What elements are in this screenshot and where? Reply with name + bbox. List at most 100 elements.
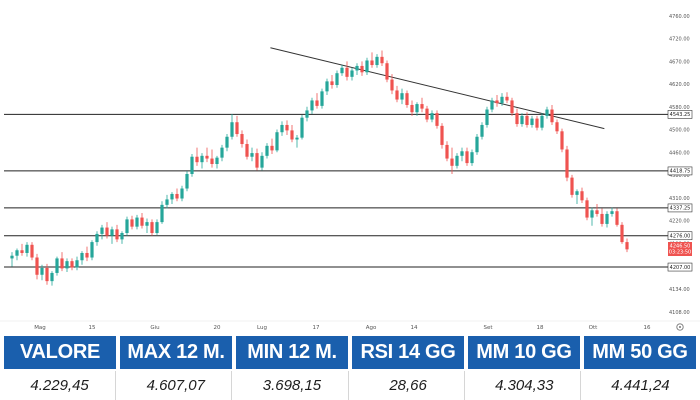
candle xyxy=(475,134,479,155)
candle xyxy=(545,106,549,119)
candle-body xyxy=(300,117,304,138)
x-tick-label: 14 xyxy=(411,325,418,331)
candle xyxy=(240,130,244,148)
candle-body xyxy=(115,229,119,240)
level-badge-label: 4337.25 xyxy=(670,206,691,212)
value-mm-10gg: 4.304,33 xyxy=(468,371,581,400)
candle-body xyxy=(255,153,259,168)
level-badge-label: 4276.00 xyxy=(670,234,691,240)
candle xyxy=(25,242,29,257)
candle xyxy=(35,253,39,280)
candle-body xyxy=(205,155,209,159)
candle-body xyxy=(320,91,324,106)
candle-body xyxy=(40,267,44,275)
candle xyxy=(310,97,314,115)
candle-body xyxy=(60,258,64,269)
candle-body xyxy=(365,60,369,73)
candle xyxy=(205,147,209,163)
candle xyxy=(200,153,204,169)
candle-body xyxy=(270,145,274,151)
candle xyxy=(110,226,114,244)
candle-body xyxy=(595,210,599,214)
candle-body xyxy=(120,233,124,240)
candle-body xyxy=(480,124,484,137)
candle xyxy=(440,123,444,149)
candle xyxy=(515,108,519,127)
candle-body xyxy=(380,56,384,64)
candle xyxy=(60,252,64,272)
candle-body xyxy=(85,252,89,258)
candle xyxy=(535,115,539,131)
candle-body xyxy=(245,144,249,157)
candle-body xyxy=(105,227,109,236)
candle-body xyxy=(385,63,389,80)
candle-body xyxy=(515,113,519,125)
candle-body xyxy=(575,191,579,195)
candle-body xyxy=(455,155,459,166)
candle-body xyxy=(335,73,339,86)
value-mm-50gg: 4.441,24 xyxy=(584,371,697,400)
candle xyxy=(90,240,94,261)
candle-body xyxy=(460,151,464,156)
candle-body xyxy=(25,244,29,253)
candle xyxy=(10,252,14,267)
candle xyxy=(525,112,529,128)
y-tick-label: 4620.00 xyxy=(669,82,690,88)
candle xyxy=(350,67,354,81)
candle-body xyxy=(275,132,279,151)
gear-icon[interactable] xyxy=(676,323,684,331)
candle-body xyxy=(155,222,159,234)
candle xyxy=(50,271,54,286)
candle-body xyxy=(330,81,334,86)
candle xyxy=(160,201,164,224)
candle xyxy=(280,121,284,136)
level-badge-label: 4543.25 xyxy=(670,112,691,118)
candle xyxy=(615,208,619,227)
candle xyxy=(295,134,299,148)
chart-area: 4760.00 4720.00 4670.00 4620.00 4580.00 4500.… xyxy=(0,14,700,331)
level-badge xyxy=(667,203,693,213)
value-max-12m: 4.607,07 xyxy=(120,371,233,400)
candle-body xyxy=(110,229,114,236)
candle-body xyxy=(190,156,194,174)
candle xyxy=(220,144,224,162)
candle xyxy=(365,57,369,76)
candle-body xyxy=(400,93,404,100)
current-price-label: 4246.50 xyxy=(670,244,691,250)
candle xyxy=(340,65,344,76)
candle xyxy=(595,203,599,217)
candle xyxy=(170,192,174,204)
candle-body xyxy=(415,104,419,113)
candle xyxy=(255,148,259,171)
y-tick-label: 4580.00 xyxy=(669,105,690,111)
x-tick-label: Mag xyxy=(34,325,46,331)
y-tick-label: 4760.00 xyxy=(669,14,690,20)
y-tick-label: 4380.00 xyxy=(669,173,690,179)
candle-body xyxy=(470,152,474,164)
candle-body xyxy=(35,257,39,275)
candle-body xyxy=(350,70,354,77)
candle xyxy=(85,246,89,262)
candle xyxy=(125,216,129,236)
header-rsi-14gg: RSI 14 GG xyxy=(352,336,464,369)
candle-body xyxy=(555,122,559,132)
candle-body xyxy=(15,250,19,256)
candle xyxy=(305,106,309,122)
candle xyxy=(490,97,494,113)
candle-body xyxy=(440,125,444,145)
candle-body xyxy=(30,244,34,258)
candle xyxy=(605,211,609,228)
candle xyxy=(190,154,194,177)
level-badge xyxy=(667,110,693,119)
candle-body xyxy=(145,222,149,226)
candle-body xyxy=(285,124,289,131)
candle xyxy=(165,194,169,209)
current-price-badge xyxy=(668,242,692,256)
candle-body xyxy=(355,65,359,71)
candle xyxy=(560,128,564,153)
candle xyxy=(135,214,139,230)
candle xyxy=(315,93,319,109)
x-tick-label: Lug xyxy=(257,325,267,331)
y-tick-label: 4134.00 xyxy=(669,287,690,293)
candle xyxy=(345,61,349,81)
